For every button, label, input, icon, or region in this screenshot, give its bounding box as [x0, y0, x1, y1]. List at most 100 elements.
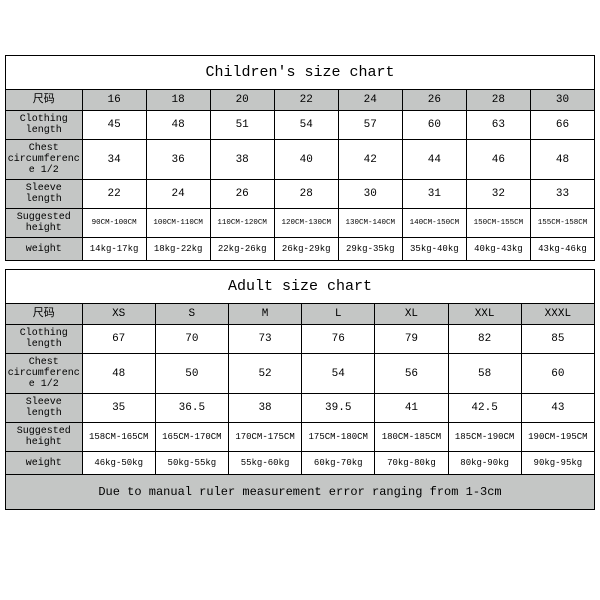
- adult-size-col: L: [302, 304, 375, 325]
- measurement-note-row: Due to manual ruler measurement error ra…: [6, 475, 595, 510]
- cell: 43kg-46kg: [530, 238, 594, 261]
- children-size-col: 26: [402, 90, 466, 111]
- row-label: Suggested height: [6, 209, 83, 238]
- cell: 85: [521, 325, 594, 354]
- cell: 100CM-110CM: [146, 209, 210, 238]
- cell: 48: [146, 111, 210, 140]
- cell: 48: [82, 354, 155, 394]
- cell: 35: [82, 394, 155, 423]
- table-row: weight 46kg-50kg 50kg-55kg 55kg-60kg 60k…: [6, 452, 595, 475]
- cell: 165CM-170CM: [155, 423, 228, 452]
- cell: 29kg-35kg: [338, 238, 402, 261]
- row-label: Suggested height: [6, 423, 83, 452]
- table-row: Chest circumference 1/2 34 36 38 40 42 4…: [6, 140, 595, 180]
- children-size-col: 16: [82, 90, 146, 111]
- row-label: Clothing length: [6, 325, 83, 354]
- children-title: Children's size chart: [6, 56, 595, 90]
- children-size-col: 20: [210, 90, 274, 111]
- cell: 175CM-180CM: [302, 423, 375, 452]
- cell: 55kg-60kg: [228, 452, 301, 475]
- cell: 56: [375, 354, 448, 394]
- adult-header-row: 尺码 XS S M L XL XXL XXXL: [6, 304, 595, 325]
- cell: 22kg-26kg: [210, 238, 274, 261]
- cell: 82: [448, 325, 521, 354]
- cell: 41: [375, 394, 448, 423]
- adult-size-col: M: [228, 304, 301, 325]
- cell: 90kg-95kg: [521, 452, 594, 475]
- row-label: Chest circumference 1/2: [6, 140, 83, 180]
- adult-title-row: Adult size chart: [6, 270, 595, 304]
- cell: 18kg-22kg: [146, 238, 210, 261]
- cell: 79: [375, 325, 448, 354]
- table-row: Clothing length 45 48 51 54 57 60 63 66: [6, 111, 595, 140]
- cell: 158CM-165CM: [82, 423, 155, 452]
- cell: 67: [82, 325, 155, 354]
- adult-size-col: XL: [375, 304, 448, 325]
- cell: 60kg-70kg: [302, 452, 375, 475]
- table-row: Sleeve length 22 24 26 28 30 31 32 33: [6, 180, 595, 209]
- children-size-col: 18: [146, 90, 210, 111]
- children-size-col: 30: [530, 90, 594, 111]
- children-label-header: 尺码: [6, 90, 83, 111]
- cell: 24: [146, 180, 210, 209]
- cell: 34: [82, 140, 146, 180]
- cell: 50: [155, 354, 228, 394]
- cell: 14kg-17kg: [82, 238, 146, 261]
- table-row: Suggested height 90CM-100CM 100CM-110CM …: [6, 209, 595, 238]
- cell: 120CM-130CM: [274, 209, 338, 238]
- cell: 63: [466, 111, 530, 140]
- adult-size-col: XXL: [448, 304, 521, 325]
- cell: 130CM-140CM: [338, 209, 402, 238]
- cell: 54: [302, 354, 375, 394]
- row-label: Chest circumference 1/2: [6, 354, 83, 394]
- cell: 40kg-43kg: [466, 238, 530, 261]
- cell: 36.5: [155, 394, 228, 423]
- cell: 38: [228, 394, 301, 423]
- table-row: weight 14kg-17kg 18kg-22kg 22kg-26kg 26k…: [6, 238, 595, 261]
- cell: 76: [302, 325, 375, 354]
- adult-size-col: XS: [82, 304, 155, 325]
- cell: 44: [402, 140, 466, 180]
- cell: 48: [530, 140, 594, 180]
- cell: 80kg-90kg: [448, 452, 521, 475]
- adult-size-col: S: [155, 304, 228, 325]
- cell: 51: [210, 111, 274, 140]
- spacer: [5, 261, 595, 269]
- cell: 57: [338, 111, 402, 140]
- cell: 66: [530, 111, 594, 140]
- cell: 35kg-40kg: [402, 238, 466, 261]
- cell: 90CM-100CM: [82, 209, 146, 238]
- children-header-row: 尺码 16 18 20 22 24 26 28 30: [6, 90, 595, 111]
- cell: 42: [338, 140, 402, 180]
- table-row: Sleeve length 35 36.5 38 39.5 41 42.5 43: [6, 394, 595, 423]
- cell: 33: [530, 180, 594, 209]
- cell: 155CM-158CM: [530, 209, 594, 238]
- children-size-table: Children's size chart 尺码 16 18 20 22 24 …: [5, 55, 595, 261]
- row-label: weight: [6, 238, 83, 261]
- cell: 170CM-175CM: [228, 423, 301, 452]
- cell: 40: [274, 140, 338, 180]
- cell: 73: [228, 325, 301, 354]
- cell: 46: [466, 140, 530, 180]
- row-label: Sleeve length: [6, 394, 83, 423]
- cell: 42.5: [448, 394, 521, 423]
- children-size-col: 28: [466, 90, 530, 111]
- adult-size-col: XXXL: [521, 304, 594, 325]
- cell: 140CM-150CM: [402, 209, 466, 238]
- cell: 54: [274, 111, 338, 140]
- row-label: Clothing length: [6, 111, 83, 140]
- adult-title: Adult size chart: [6, 270, 595, 304]
- adult-label-header: 尺码: [6, 304, 83, 325]
- adult-size-table: Adult size chart 尺码 XS S M L XL XXL XXXL…: [5, 269, 595, 510]
- cell: 26kg-29kg: [274, 238, 338, 261]
- cell: 110CM-120CM: [210, 209, 274, 238]
- cell: 45: [82, 111, 146, 140]
- cell: 39.5: [302, 394, 375, 423]
- row-label: weight: [6, 452, 83, 475]
- cell: 46kg-50kg: [82, 452, 155, 475]
- table-row: Clothing length 67 70 73 76 79 82 85: [6, 325, 595, 354]
- cell: 22: [82, 180, 146, 209]
- cell: 70: [155, 325, 228, 354]
- page: Children's size chart 尺码 16 18 20 22 24 …: [0, 0, 600, 600]
- cell: 43: [521, 394, 594, 423]
